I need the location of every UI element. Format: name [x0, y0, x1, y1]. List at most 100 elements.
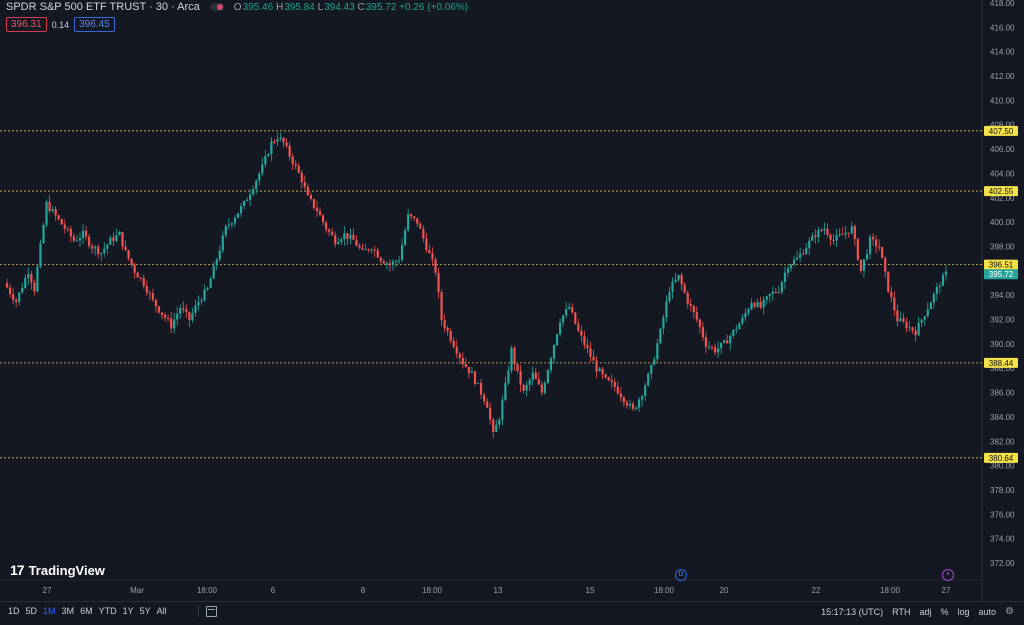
- candle-body: [586, 344, 589, 349]
- candle-body: [637, 399, 641, 408]
- candle-body: [176, 313, 179, 320]
- candle-body: [245, 199, 249, 201]
- candle-body: [69, 228, 72, 237]
- y-tick-label: 410.00: [990, 96, 1015, 105]
- range-1d[interactable]: 1D: [8, 606, 20, 616]
- candle-body: [21, 287, 24, 293]
- candle-body: [774, 291, 777, 293]
- candle-body: [780, 282, 784, 292]
- close-value: 395.72: [365, 1, 397, 13]
- candle-body: [63, 224, 66, 229]
- y-tick-label: 398.00: [990, 242, 1015, 251]
- clock-time[interactable]: 15:17:13 (UTC): [821, 606, 884, 617]
- level-label: 402.55: [989, 187, 1014, 196]
- y-tick-label: 374.00: [990, 535, 1015, 544]
- candle-body: [160, 312, 164, 315]
- buy-button[interactable]: 396.45: [74, 17, 115, 32]
- candle-body: [920, 319, 923, 323]
- gear-icon[interactable]: ⚙: [1005, 606, 1014, 617]
- candle-body: [51, 209, 54, 211]
- candle-body: [106, 244, 109, 249]
- candle-body: [75, 240, 79, 242]
- quote-row: 396.31 0.14 396.45: [6, 17, 115, 32]
- candle-body: [674, 279, 677, 282]
- candle-body: [285, 142, 288, 146]
- x-tick-label: 27: [942, 586, 951, 595]
- x-tick-label: 18:00: [880, 586, 901, 595]
- level-tag: [984, 186, 1018, 197]
- candle-body: [716, 348, 720, 353]
- indicator-toggle-icon[interactable]: [209, 3, 224, 11]
- range-all[interactable]: All: [156, 606, 167, 616]
- candle-body: [881, 247, 884, 259]
- range-6m[interactable]: 6M: [80, 606, 93, 616]
- sell-button[interactable]: 396.31: [6, 17, 47, 32]
- candle-body: [452, 340, 455, 347]
- percent-button[interactable]: %: [940, 606, 949, 617]
- adj-button[interactable]: adj: [919, 606, 932, 617]
- candle-body: [771, 291, 774, 294]
- candle-body: [826, 228, 829, 235]
- candle-body: [97, 246, 100, 255]
- candle-body: [619, 393, 622, 398]
- candle-body: [498, 419, 501, 425]
- candle-body: [908, 327, 911, 329]
- candle-body: [704, 337, 708, 347]
- range-5d[interactable]: 5D: [25, 606, 38, 616]
- tradingview-logo[interactable]: 17 TradingView: [10, 562, 105, 578]
- candle-body: [625, 402, 629, 406]
- candle-body: [887, 271, 890, 292]
- candle-body: [103, 248, 106, 253]
- candle-body: [239, 206, 243, 214]
- candle-body: [249, 194, 252, 200]
- candle-body: [139, 277, 142, 279]
- candle-body: [662, 317, 665, 329]
- range-1y[interactable]: 1Y: [122, 606, 134, 616]
- candle-body: [100, 252, 103, 255]
- range-5y[interactable]: 5Y: [139, 606, 151, 616]
- log-button[interactable]: log: [957, 606, 970, 617]
- candle-body: [656, 343, 659, 360]
- y-tick-label: 378.00: [990, 486, 1015, 495]
- candle-body: [321, 215, 325, 223]
- candle-body: [896, 310, 899, 322]
- calendar-icon[interactable]: [206, 606, 217, 617]
- auto-button[interactable]: auto: [978, 606, 997, 617]
- candle-body: [868, 236, 872, 254]
- x-tick-label: 20: [720, 586, 729, 595]
- candle-body: [829, 234, 832, 240]
- spread-value: 0.14: [51, 19, 70, 30]
- candle-body: [27, 274, 30, 278]
- candle-body: [692, 305, 695, 313]
- candle-body: [382, 261, 385, 264]
- candle-body: [349, 234, 352, 239]
- open-label: O: [233, 1, 242, 13]
- dividend-event-icon[interactable]: D: [675, 569, 687, 581]
- candle-body: [446, 328, 449, 332]
- candle-body: [595, 360, 598, 372]
- symbol-title[interactable]: SPDR S&P 500 ETF TRUST · 30 · Arca: [6, 1, 200, 13]
- candle-body: [792, 259, 796, 265]
- candle-body: [455, 346, 458, 354]
- candle-body: [288, 145, 291, 157]
- range-1m[interactable]: 1M: [43, 606, 56, 616]
- range-3m[interactable]: 3M: [61, 606, 75, 616]
- candle-body: [878, 246, 881, 248]
- candle-body: [352, 234, 355, 240]
- lightning-icon[interactable]: ⚡: [942, 569, 954, 581]
- candle-body: [370, 249, 373, 251]
- candle-body: [835, 235, 838, 241]
- candle-body: [48, 201, 51, 211]
- session-button[interactable]: RTH: [892, 606, 911, 617]
- range-ytd[interactable]: YTD: [98, 606, 117, 616]
- candle-body: [115, 235, 118, 241]
- candle-body: [838, 234, 841, 236]
- candle-body: [60, 218, 63, 225]
- candle-body: [628, 403, 632, 406]
- candle-body: [39, 242, 42, 267]
- low-label: L: [317, 1, 324, 13]
- candle-body: [610, 380, 613, 382]
- candle-body: [726, 340, 729, 344]
